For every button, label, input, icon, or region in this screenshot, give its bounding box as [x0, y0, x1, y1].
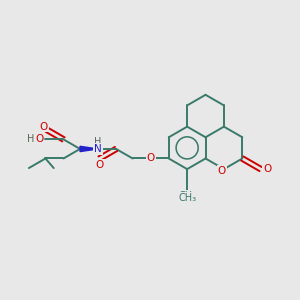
Text: O: O: [95, 160, 104, 170]
Text: CH₃: CH₃: [178, 190, 196, 201]
Text: H: H: [27, 134, 34, 144]
Polygon shape: [80, 146, 98, 152]
Text: O: O: [218, 166, 226, 176]
Text: O: O: [40, 122, 48, 132]
Text: N: N: [94, 144, 102, 154]
Text: CH₃: CH₃: [178, 193, 196, 203]
Text: H: H: [94, 136, 102, 146]
Text: O: O: [263, 164, 271, 174]
Text: O: O: [147, 154, 155, 164]
Text: O: O: [35, 134, 43, 144]
